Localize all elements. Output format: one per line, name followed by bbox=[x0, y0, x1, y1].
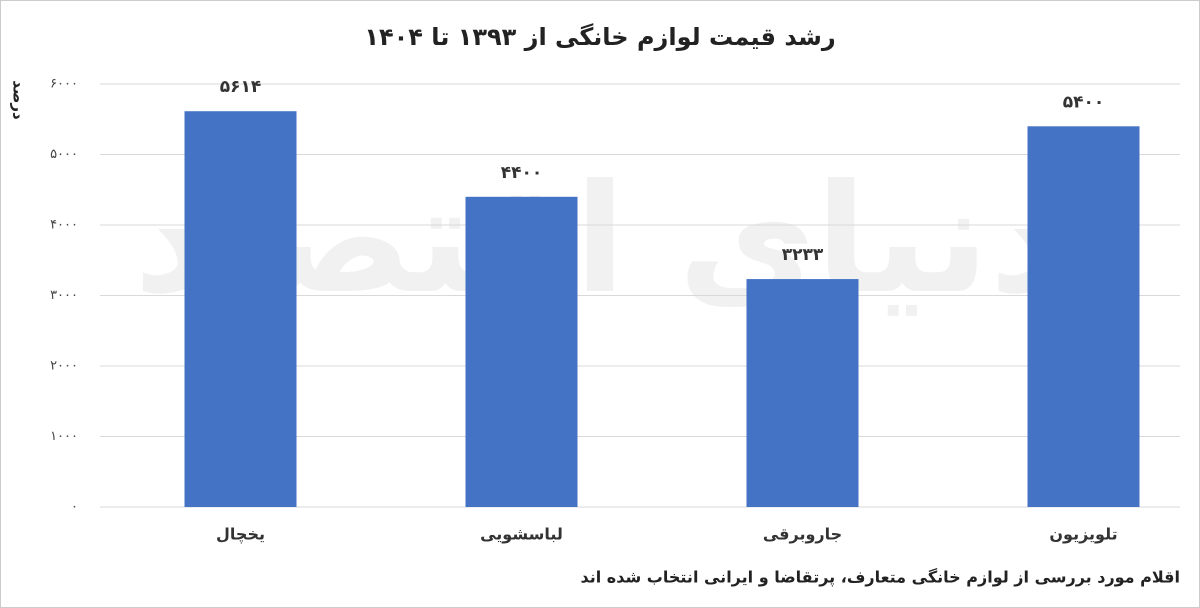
bar bbox=[1027, 126, 1140, 508]
value-label: ۴۴۰۰ bbox=[501, 163, 543, 183]
y-tick-label: ۵۰۰۰ bbox=[50, 147, 78, 162]
bar bbox=[746, 279, 859, 507]
x-tick-label: تلویزیون bbox=[1049, 525, 1117, 544]
value-label: ۵۴۰۰ bbox=[1063, 92, 1105, 112]
y-tick-label: ۳۰۰۰ bbox=[50, 288, 78, 303]
y-tick-label: ۴۰۰۰ bbox=[50, 218, 78, 233]
note: اقلام مورد بررسی از لوازم خانگی متعارف، … bbox=[580, 568, 1180, 588]
value-label: ۵۶۱۴ bbox=[220, 77, 262, 97]
y-axis-label: درصد bbox=[10, 80, 28, 120]
y-tick-label: ۱۰۰۰ bbox=[50, 429, 78, 444]
x-tick-label: یخچال bbox=[216, 525, 265, 545]
y-tick-label: ۰ bbox=[71, 500, 78, 515]
chart-title: رشد قیمت لوازم خانگی از ۱۳۹۳ تا ۱۴۰۴ bbox=[364, 23, 835, 51]
bar bbox=[184, 111, 297, 507]
x-tick-label: لباسشویی bbox=[480, 525, 563, 544]
bar bbox=[465, 196, 578, 508]
value-label: ۳۲۳۳ bbox=[782, 245, 824, 265]
x-tick-label: جاروبرقی bbox=[763, 525, 842, 544]
y-tick-label: ۶۰۰۰ bbox=[50, 77, 78, 92]
y-tick-label: ۲۰۰۰ bbox=[50, 359, 78, 374]
